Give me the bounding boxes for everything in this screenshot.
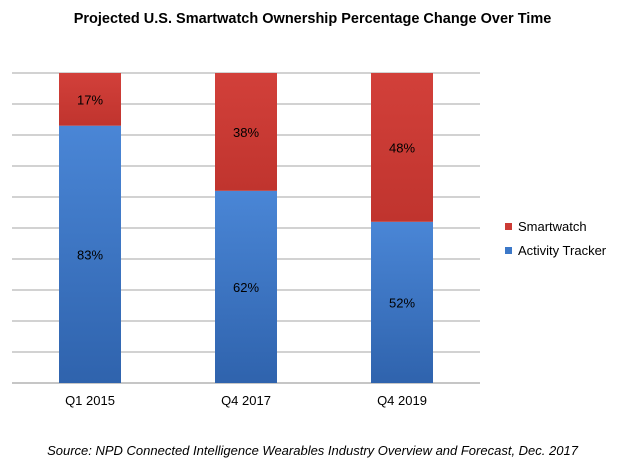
bar-smartwatch-0	[59, 73, 121, 126]
x-tick-label-2: Q4 2019	[377, 393, 427, 408]
legend-swatch-smartwatch	[505, 222, 512, 230]
bars: 83% 17% 62% 38% 52% 48%	[59, 73, 433, 383]
legend-item-activity-tracker: Activity Tracker	[505, 238, 606, 262]
bar-smartwatch-2	[371, 73, 433, 222]
legend-label-smartwatch: Smartwatch	[518, 218, 587, 234]
legend-swatch-activity-tracker	[505, 246, 512, 254]
data-label-smartwatch-2: 48%	[389, 140, 415, 155]
data-label-activity-tracker-2: 52%	[389, 295, 415, 310]
data-label-smartwatch-1: 38%	[233, 125, 259, 140]
x-tick-label-1: Q4 2017	[221, 393, 271, 408]
legend-label-activity-tracker: Activity Tracker	[518, 242, 607, 258]
bar-activity-tracker-0	[59, 125, 121, 383]
chart-title: Projected U.S. Smartwatch Ownership Perc…	[73, 11, 552, 27]
x-tick-label-0: Q1 2015	[65, 393, 115, 408]
bar-smartwatch-1	[215, 73, 277, 191]
bar-activity-tracker-1	[215, 190, 277, 383]
legend: Smartwatch Activity Tracker	[505, 214, 606, 262]
data-label-smartwatch-0: 17%	[77, 92, 103, 107]
x-axis-labels: Q1 2015 Q4 2017 Q4 2019	[65, 393, 427, 408]
bar-activity-tracker-2	[371, 221, 433, 383]
source-note: Source: NPD Connected Intelligence Weara…	[47, 443, 578, 458]
legend-item-smartwatch: Smartwatch	[505, 214, 606, 238]
data-label-activity-tracker-0: 83%	[77, 247, 103, 262]
data-label-activity-tracker-1: 62%	[233, 280, 259, 295]
